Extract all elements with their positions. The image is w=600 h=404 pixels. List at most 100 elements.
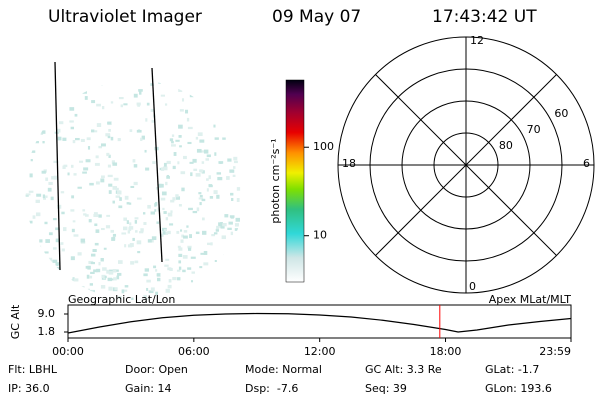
pixel — [60, 191, 65, 194]
terminator — [151, 67, 163, 263]
pixel — [117, 272, 122, 276]
pixel — [90, 271, 95, 274]
pixel — [178, 204, 182, 207]
pixel — [200, 252, 205, 255]
pixel — [53, 175, 58, 180]
pixel — [227, 227, 232, 230]
terminator — [54, 61, 61, 271]
pixel — [61, 277, 64, 281]
pixel — [110, 278, 114, 281]
pixel — [139, 91, 142, 95]
pixel — [160, 197, 166, 201]
pixel — [49, 294, 53, 298]
pixel — [216, 172, 222, 175]
pixel — [77, 186, 82, 189]
pixel — [51, 269, 56, 274]
pixel — [233, 160, 238, 164]
pixel — [45, 177, 49, 181]
pixel — [134, 217, 139, 220]
pixel — [199, 266, 203, 269]
mlt-label: 6 — [583, 157, 590, 170]
pixel — [182, 255, 188, 259]
pixel — [137, 104, 141, 107]
pixel — [113, 177, 119, 181]
pixel — [215, 288, 220, 291]
pixel — [72, 220, 76, 223]
pixel — [165, 217, 169, 221]
pixel — [71, 228, 75, 233]
pixel — [83, 213, 87, 216]
pixel — [216, 225, 220, 230]
pixel — [35, 199, 40, 203]
pixel — [128, 202, 132, 205]
pixel — [167, 212, 173, 217]
pixel — [126, 202, 130, 205]
pixel — [192, 210, 198, 214]
pixel — [196, 207, 200, 212]
pixel — [69, 107, 75, 111]
alt-line — [68, 312, 571, 334]
pixel — [223, 254, 226, 258]
pixel — [59, 121, 64, 125]
pixel — [110, 101, 114, 104]
pixel — [202, 217, 205, 221]
pixel — [104, 275, 107, 279]
pixel — [243, 258, 245, 262]
pixel — [25, 83, 29, 87]
pixel — [100, 227, 105, 231]
pixel — [146, 102, 150, 106]
pixel — [229, 288, 233, 292]
pixel — [38, 245, 42, 248]
pixel — [166, 175, 170, 179]
pixel — [137, 129, 141, 133]
pixel — [172, 165, 176, 170]
pixel — [162, 166, 168, 171]
pixel — [146, 279, 151, 283]
pixel — [178, 266, 182, 270]
pixel — [181, 234, 184, 238]
pixel — [214, 152, 217, 156]
pixel — [28, 190, 34, 193]
pixel — [114, 287, 118, 291]
pixel — [84, 214, 89, 217]
pixel — [186, 117, 190, 122]
pixel — [218, 161, 224, 164]
pixel — [154, 203, 157, 207]
pixel — [51, 278, 55, 282]
pixel — [201, 298, 206, 300]
pixel — [100, 257, 104, 262]
pixel — [180, 171, 186, 175]
pixel — [56, 105, 61, 108]
pixel — [163, 229, 167, 232]
pixel — [39, 239, 43, 243]
pixel — [51, 176, 56, 180]
pixel — [151, 236, 157, 241]
pixel — [238, 138, 243, 141]
pixel — [52, 259, 58, 263]
pixel — [30, 150, 36, 153]
pixel — [96, 123, 102, 128]
pixel — [82, 209, 86, 212]
pixel — [85, 159, 91, 163]
pixel — [124, 244, 127, 248]
pixel — [156, 221, 160, 224]
pixel — [201, 198, 206, 202]
pixel — [138, 89, 143, 92]
pixel — [89, 283, 94, 286]
pixel — [82, 90, 87, 94]
pixel — [37, 80, 42, 84]
pixel — [117, 190, 122, 195]
pixel — [101, 106, 105, 110]
pixel — [144, 268, 150, 272]
pixel — [73, 234, 79, 237]
pixel — [134, 220, 138, 224]
pixel — [129, 129, 133, 133]
pixel — [226, 96, 229, 101]
pixel — [159, 233, 164, 237]
pixel — [158, 81, 161, 84]
pixel — [70, 126, 75, 130]
pixel — [230, 216, 234, 219]
pixel — [131, 297, 134, 300]
pixel — [167, 267, 172, 271]
